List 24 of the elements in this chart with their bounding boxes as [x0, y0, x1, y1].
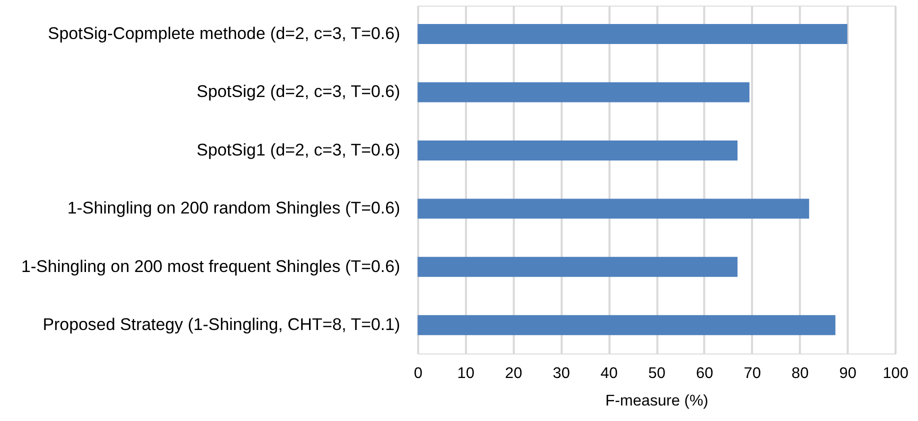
- y-tick-label: SpotSig1 (d=2, c=3, T=0.6): [196, 140, 400, 160]
- x-tick-label: 90: [839, 364, 856, 382]
- x-tick-label: 40: [600, 364, 618, 382]
- bar: [418, 315, 836, 336]
- bar: [418, 140, 738, 160]
- y-tick-label: 1-Shingling on 200 most frequent Shingles (T=0.6): [21, 256, 400, 276]
- x-tick-label: 60: [696, 364, 714, 382]
- bar: [418, 198, 810, 219]
- x-tick-label: 10: [457, 364, 474, 382]
- bar: [418, 24, 848, 44]
- bar: [418, 82, 750, 102]
- x-tick-label: 50: [648, 364, 666, 382]
- x-tick-label: 70: [744, 364, 761, 382]
- x-axis-title: F-measure (%): [605, 392, 708, 410]
- x-tick-label: 30: [552, 364, 570, 382]
- x-tick-label: 100: [882, 364, 908, 382]
- bar: [418, 256, 738, 277]
- y-tick-label: SpotSig2 (d=2, c=3, T=0.6): [196, 82, 400, 102]
- x-tick-label: 80: [792, 364, 809, 382]
- y-tick-label: Proposed Strategy (1-Shingling, CHT=8, T=0.1): [42, 315, 400, 334]
- y-tick-label: SpotSig-Copmplete methode (d=2, c=3, T=0.6): [48, 24, 400, 44]
- x-tick-label: 0: [414, 364, 422, 382]
- x-tick-label: 20: [505, 364, 522, 382]
- y-tick-label: 1-Shingling on 200 random Shingles (T=0.6): [67, 198, 400, 218]
